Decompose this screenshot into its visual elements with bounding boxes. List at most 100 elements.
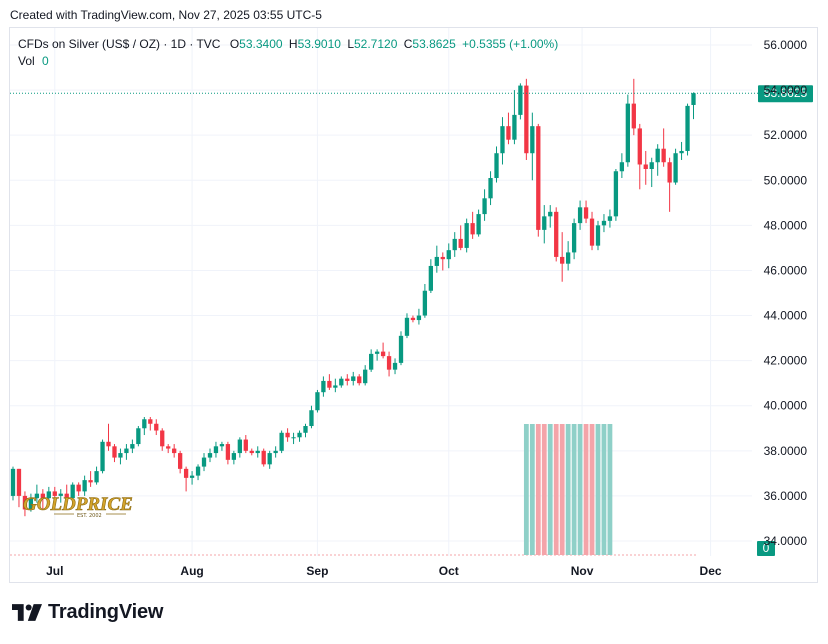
candle-body: [88, 480, 93, 483]
y-tick-label: 36.0000: [764, 489, 808, 503]
candle-body: [279, 432, 284, 451]
y-tick-label: 48.0000: [764, 218, 808, 232]
candle-body: [655, 148, 660, 163]
svg-text:EST. 2002: EST. 2002: [77, 513, 102, 519]
candle-body: [422, 290, 428, 316]
candle-body: [172, 448, 177, 454]
volume-bar: [553, 424, 559, 555]
candle-body: [643, 164, 648, 169]
candle-body: [76, 484, 81, 492]
y-tick-label: 40.0000: [764, 399, 808, 413]
grid-lines: [10, 28, 752, 556]
candle-body: [261, 450, 266, 465]
candle-body: [118, 453, 123, 458]
price-overlays: 53.8625 0: [10, 85, 813, 556]
candle-body: [315, 392, 320, 411]
candle-body: [255, 450, 260, 454]
volume-tag: [757, 541, 775, 556]
legend-vol-label: Vol: [18, 54, 35, 68]
candle-body: [136, 428, 141, 445]
candle-body: [40, 493, 45, 499]
y-tick-label: 50.0000: [764, 173, 808, 187]
candle-body: [571, 223, 577, 253]
candle-body: [685, 105, 690, 151]
chart-frame: [9, 27, 818, 583]
last-price-label: 53.8625: [764, 86, 808, 100]
candle-body: [374, 351, 380, 354]
candle-body: [416, 315, 422, 321]
candle-body: [237, 439, 242, 454]
candle-body: [410, 317, 416, 321]
y-tick-label: 46.0000: [764, 263, 808, 277]
y-tick-label: 44.0000: [764, 309, 808, 323]
candle-body: [52, 491, 57, 496]
candle-body: [339, 378, 344, 386]
legend-open-label: O: [229, 37, 240, 51]
last-price-tag: [758, 85, 813, 103]
candle-body: [201, 457, 207, 467]
candle-body: [631, 103, 636, 129]
candle-body: [28, 498, 34, 510]
chart-credit: Created with TradingView.com, Nov 27, 20…: [10, 8, 322, 22]
candle-body: [434, 256, 439, 266]
tradingview-logo-icon: [12, 604, 42, 621]
chart-legend: CFDs on Silver (US$ / OZ) · 1D · TVC O 53…: [18, 36, 558, 70]
candle-body: [321, 380, 326, 393]
candle-body: [583, 207, 589, 219]
tradingview-footer[interactable]: TradingView: [12, 601, 163, 624]
candles: [10, 78, 696, 517]
candle-body: [112, 446, 117, 458]
legend-high-value: 53.9010: [297, 37, 341, 51]
candle-body: [345, 378, 350, 381]
candle-body: [619, 162, 625, 172]
candle-body: [243, 439, 248, 451]
candle-body: [386, 356, 392, 370]
candle-body: [124, 448, 129, 454]
candle-body: [148, 419, 153, 424]
candle-body: [548, 211, 553, 217]
candle-body: [404, 317, 410, 336]
volume-bar: [583, 424, 589, 555]
candle-body: [249, 450, 254, 454]
legend-close-value: 53.8625: [412, 37, 456, 51]
candle-body: [625, 103, 630, 163]
candle-body: [482, 198, 487, 215]
candle-body: [22, 495, 28, 510]
volume-bars: [10, 424, 697, 556]
volume-bar: [559, 424, 565, 555]
candle-body: [166, 446, 171, 449]
candle-body: [327, 380, 332, 388]
candle-body: [333, 385, 338, 388]
candle-body: [661, 148, 666, 163]
volume-bar: [577, 424, 583, 555]
candle-body: [46, 491, 51, 499]
candle-body: [601, 220, 607, 226]
candle-body: [309, 410, 314, 427]
legend-close-label: C: [403, 37, 413, 51]
candle-body: [506, 126, 511, 140]
x-tick-label: Jul: [46, 564, 63, 578]
price-axis: 56.0000 54.0000 52.0000 50.0000 48.0000 46.00…: [764, 38, 808, 548]
candle-body: [607, 216, 613, 221]
legend-vol-value: 0: [42, 54, 49, 68]
volume-bar: [535, 424, 541, 555]
goldprice-watermark-logo: GOLDPRICE EST. 2002: [23, 494, 133, 519]
candle-body: [500, 126, 505, 154]
candle-body: [10, 468, 16, 496]
candle-body: [160, 430, 165, 447]
legend-high-label: H: [288, 37, 298, 51]
candle-body: [613, 171, 619, 217]
legend-ohlc-row: CFDs on Silver (US$ / OZ) · 1D · TVC O 53…: [18, 36, 558, 53]
candle-body: [142, 419, 147, 429]
candle-body: [524, 85, 529, 154]
candle-body: [554, 211, 559, 257]
candle-body: [476, 214, 481, 235]
candle-body: [225, 444, 231, 460]
candle-body: [64, 493, 69, 499]
volume-bar: [547, 424, 553, 555]
candle-body: [691, 93, 696, 105]
candle-body: [195, 466, 201, 476]
legend-symbol[interactable]: CFDs on Silver (US$ / OZ) · 1D · TVC: [18, 37, 221, 51]
candle-body: [470, 223, 475, 235]
